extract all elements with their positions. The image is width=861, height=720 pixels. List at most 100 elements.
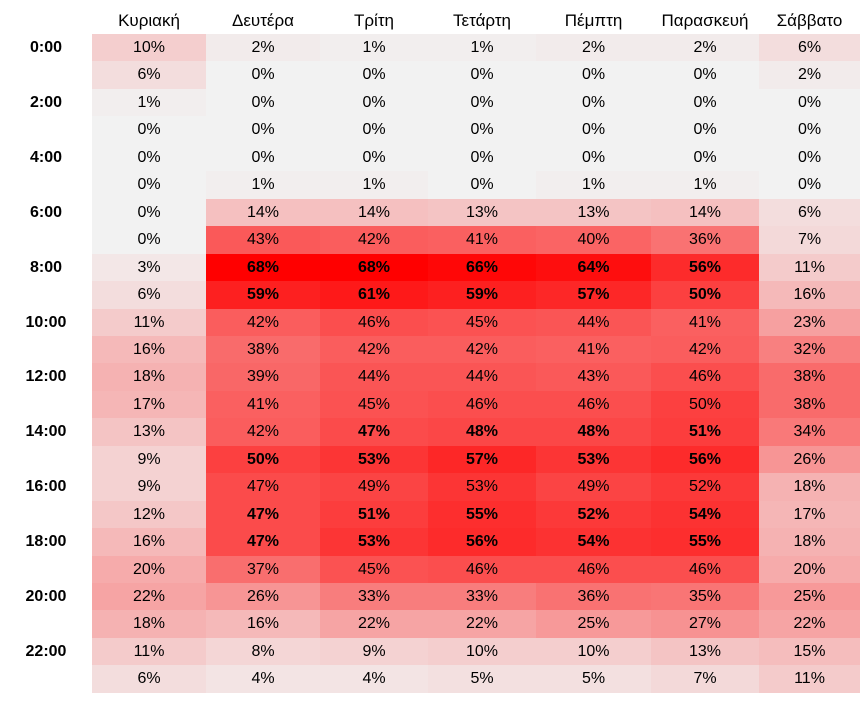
heatmap-cell: 2% — [651, 34, 759, 62]
heatmap-cell: 0% — [206, 116, 320, 145]
heatmap-cell: 0% — [92, 116, 206, 145]
heatmap-cell: 0% — [759, 88, 860, 117]
heatmap-cell: 53% — [428, 473, 536, 502]
heatmap-cell: 0% — [206, 61, 320, 90]
heatmap-cell: 13% — [536, 198, 651, 227]
heatmap-cell: 9% — [320, 637, 428, 666]
heatmap-cell: 1% — [651, 171, 759, 200]
heatmap-cell: 1% — [428, 34, 536, 62]
heatmap-cell: 17% — [759, 500, 860, 529]
heatmap-cell: 34% — [759, 418, 860, 447]
heatmap-cell: 22% — [759, 610, 860, 639]
heatmap-cell: 33% — [428, 583, 536, 611]
heatmap-cell: 40% — [536, 226, 651, 255]
heatmap-cell: 16% — [92, 335, 206, 364]
heatmap-cell: 47% — [206, 528, 320, 557]
row-label: 12:00 — [25, 368, 67, 386]
heatmap-cell: 0% — [651, 143, 759, 172]
heatmap-cell: 0% — [428, 116, 536, 145]
heatmap-cell: 0% — [536, 88, 651, 117]
heatmap-cell: 46% — [536, 555, 651, 584]
heatmap-cell: 43% — [206, 226, 320, 255]
heatmap-cell: 55% — [651, 528, 759, 557]
heatmap-cell: 26% — [759, 445, 860, 474]
heatmap-cell: 41% — [206, 390, 320, 419]
heatmap-cell: 0% — [428, 61, 536, 90]
heatmap-cell: 7% — [651, 665, 759, 694]
heatmap-cell: 42% — [206, 418, 320, 447]
heatmap-cell: 46% — [651, 555, 759, 584]
heatmap-cell: 38% — [759, 390, 860, 419]
heatmap-cell: 0% — [320, 116, 428, 145]
heatmap-cell: 51% — [651, 418, 759, 447]
column-header: Δευτέρα — [231, 11, 295, 30]
heatmap-cell: 49% — [536, 473, 651, 502]
heatmap-cell: 2% — [759, 61, 860, 90]
heatmap-cell: 1% — [206, 171, 320, 200]
row-label: 16:00 — [25, 478, 67, 496]
heatmap-cell: 6% — [759, 198, 860, 227]
heatmap-cell: 22% — [428, 610, 536, 639]
heatmap-cell: 56% — [651, 253, 759, 282]
heatmap-cell: 22% — [92, 583, 206, 611]
heatmap-cell: 41% — [651, 308, 759, 337]
heatmap-cell: 16% — [92, 528, 206, 557]
heatmap-cell: 61% — [320, 281, 428, 309]
heatmap-cell: 53% — [320, 445, 428, 474]
heatmap-cell: 11% — [92, 308, 206, 337]
heatmap-cell: 8% — [206, 637, 320, 666]
column-header: Τετάρτη — [453, 11, 511, 30]
heatmap-cell: 47% — [206, 500, 320, 529]
row-label: 20:00 — [25, 588, 67, 605]
column-header: Πέμπτη — [564, 11, 623, 30]
heatmap-cell: 16% — [206, 610, 320, 639]
heatmap-cell: 0% — [320, 61, 428, 90]
row-label: 14:00 — [25, 423, 67, 441]
heatmap-cell: 52% — [536, 500, 651, 529]
heatmap-cell: 68% — [320, 253, 428, 282]
heatmap-cell: 0% — [428, 88, 536, 117]
heatmap-cell: 18% — [92, 363, 206, 392]
heatmap-cell: 52% — [651, 473, 759, 502]
heatmap-cell: 20% — [92, 555, 206, 584]
heatmap-cell: 53% — [320, 528, 428, 557]
heatmap-cell: 14% — [320, 198, 428, 227]
heatmap-cell: 6% — [759, 34, 860, 62]
heatmap-cell: 42% — [428, 335, 536, 364]
heatmap-cell: 1% — [320, 34, 428, 62]
heatmap-cell: 68% — [206, 253, 320, 282]
heatmap-cell: 25% — [536, 610, 651, 639]
heatmap-cell: 0% — [320, 143, 428, 172]
heatmap-cell: 10% — [92, 34, 206, 62]
heatmap-cell: 9% — [92, 473, 206, 502]
heatmap-cell: 1% — [92, 88, 206, 117]
heatmap-cell: 2% — [206, 34, 320, 62]
heatmap-cell: 50% — [651, 281, 759, 309]
heatmap-cell: 0% — [428, 143, 536, 172]
heatmap-cell: 54% — [536, 528, 651, 557]
heatmap-cell: 55% — [428, 500, 536, 529]
heatmap-cell: 41% — [536, 335, 651, 364]
heatmap-cell: 18% — [759, 473, 860, 502]
heatmap-cell: 5% — [428, 665, 536, 694]
heatmap-cell: 1% — [320, 171, 428, 200]
heatmap-cell: 47% — [320, 418, 428, 447]
heatmap-cell: 45% — [320, 555, 428, 584]
row-label: 8:00 — [29, 258, 63, 276]
heatmap-cell: 46% — [536, 390, 651, 419]
column-header: Παρασκευή — [661, 11, 749, 30]
heatmap-cell: 13% — [92, 418, 206, 447]
column-header: Τρίτη — [353, 11, 394, 30]
heatmap-cell: 18% — [759, 528, 860, 557]
heatmap-cell: 38% — [206, 335, 320, 364]
heatmap-cell: 6% — [92, 281, 206, 309]
heatmap-cell: 47% — [206, 473, 320, 502]
heatmap-cell: 45% — [428, 308, 536, 337]
heatmap-cell: 3% — [92, 253, 206, 282]
heatmap-cell: 10% — [428, 637, 536, 666]
heatmap-cell: 14% — [206, 198, 320, 227]
heatmap-cell: 17% — [92, 390, 206, 419]
heatmap-cell: 53% — [536, 445, 651, 474]
heatmap-cell: 42% — [320, 335, 428, 364]
heatmap-cell: 18% — [92, 610, 206, 639]
